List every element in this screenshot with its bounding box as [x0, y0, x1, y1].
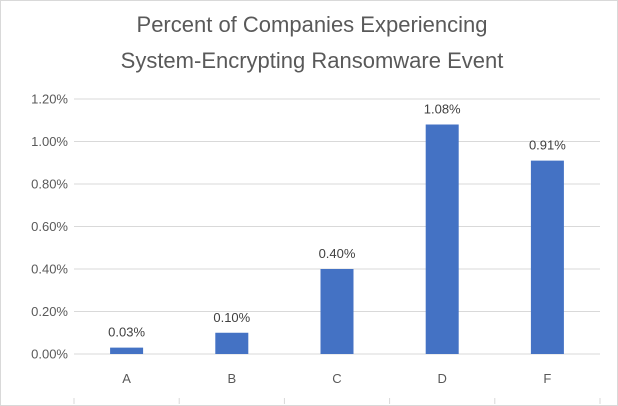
data-labels: 0.03% 0.10% 0.40% 1.08% 0.91% — [108, 102, 566, 340]
data-label-a: 0.03% — [108, 325, 145, 340]
x-tick-label-a: A — [122, 371, 131, 386]
bar-a — [110, 347, 144, 354]
chart-title-line-1: Percent of Companies Experiencing — [137, 12, 488, 37]
y-tick-label-4: 0.80% — [31, 177, 68, 192]
x-tick-label-f: F — [543, 371, 551, 386]
bars — [110, 124, 564, 354]
bar-b — [215, 332, 249, 354]
y-tick-label-2: 0.40% — [31, 262, 68, 277]
chart-title-line-2: System-Encrypting Ransomware Event — [121, 48, 504, 73]
y-tick-label-0: 0.00% — [31, 347, 68, 362]
data-label-c: 0.40% — [319, 246, 356, 261]
bar-c — [320, 269, 354, 354]
bar-f — [530, 160, 564, 354]
gridlines — [74, 98, 600, 355]
x-tick-label-c: C — [332, 371, 341, 386]
y-axis-tick-labels: 0.00% 0.20% 0.40% 0.60% 0.80% 1.00% 1.20% — [31, 92, 68, 362]
data-label-f: 0.91% — [529, 138, 566, 153]
y-tick-label-6: 1.20% — [31, 92, 68, 107]
x-tick-label-b: B — [227, 371, 236, 386]
x-tick-label-d: D — [438, 371, 447, 386]
chart-title: Percent of Companies Experiencing System… — [121, 12, 504, 73]
y-tick-label-1: 0.20% — [31, 304, 68, 319]
bar-d — [425, 124, 459, 354]
data-label-d: 1.08% — [424, 102, 461, 117]
data-label-b: 0.10% — [213, 310, 250, 325]
y-tick-label-3: 0.60% — [31, 219, 68, 234]
y-tick-label-5: 1.00% — [31, 134, 68, 149]
x-axis-tick-marks — [73, 398, 601, 404]
